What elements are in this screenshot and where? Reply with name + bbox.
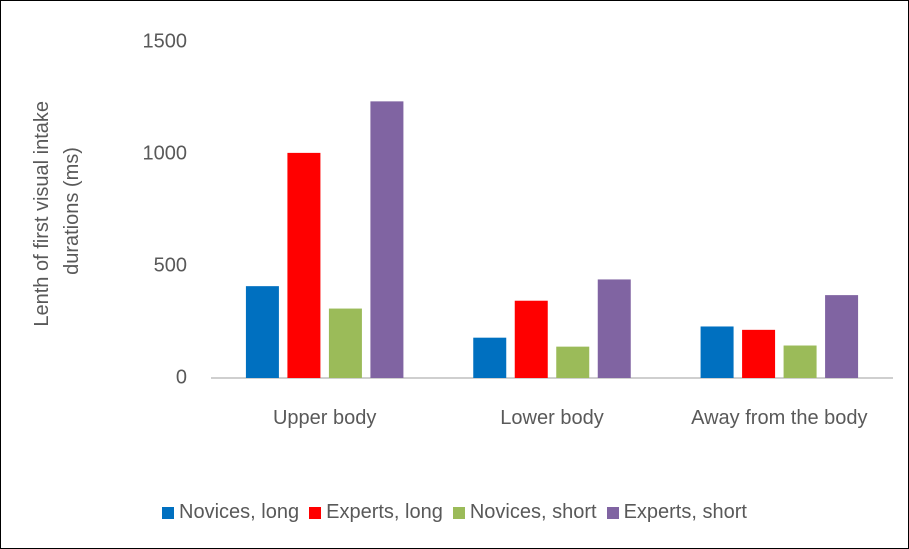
legend-swatch [606, 506, 619, 519]
y-axis-label-line: durations (ms) [61, 147, 83, 275]
legend-label: Experts, long [326, 501, 443, 523]
y-tick-label: 1500 [143, 30, 188, 52]
bar [514, 300, 548, 378]
bar [245, 286, 279, 378]
legend-label: Experts, short [623, 501, 747, 523]
bar [700, 326, 734, 378]
legend-item: Novices, short [452, 501, 597, 524]
bar [328, 308, 362, 378]
y-axis-label-line: Lenth of first visual intake [31, 101, 53, 327]
y-tick-label: 500 [154, 254, 187, 276]
legend-label: Novices, short [469, 501, 597, 523]
bar [825, 295, 859, 378]
y-axis-label: Lenth of first visual intake durations (… [31, 95, 83, 326]
bar [783, 345, 817, 378]
bar [556, 346, 590, 378]
legend-swatch [162, 506, 175, 519]
bar [287, 152, 321, 378]
x-tick-label: Upper body [272, 407, 377, 429]
y-tick-label: 0 [176, 366, 187, 388]
y-tick-label: 1000 [143, 142, 188, 164]
x-tick-label: Away from the body [691, 407, 868, 429]
legend-swatch [452, 506, 465, 519]
bar [597, 279, 631, 378]
legend-swatch [309, 506, 322, 519]
x-tick-label: Lower body [500, 407, 604, 429]
legend-item: Experts, short [606, 501, 747, 524]
legend: Novices, long Experts, long Novices, short… [1, 501, 908, 524]
legend-item: Experts, long [309, 501, 443, 524]
legend-label: Novices, long [179, 501, 300, 523]
bar [742, 329, 776, 378]
bar [370, 101, 404, 379]
legend-item: Novices, long [162, 501, 299, 524]
bar [473, 337, 507, 378]
